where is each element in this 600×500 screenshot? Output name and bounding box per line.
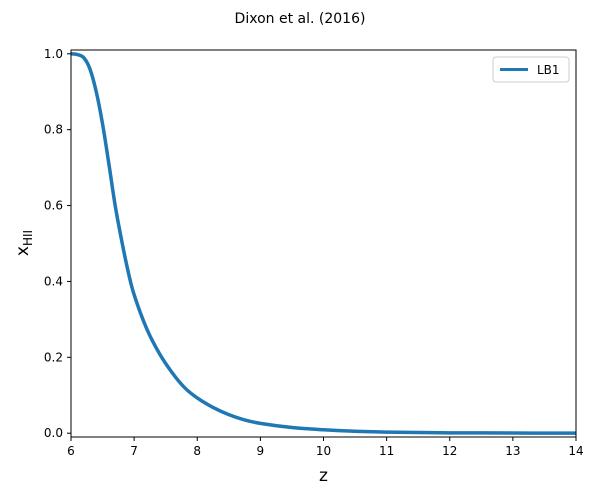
series-line-lb1 [71, 52, 576, 435]
y-axis-label-main: x [13, 246, 33, 256]
x-tick-label: 8 [193, 444, 201, 458]
y-axis-label-sub: HII [21, 230, 35, 246]
y-axis-label: xHII [13, 230, 35, 256]
x-tick-label: 9 [257, 444, 265, 458]
legend: LB1 [492, 56, 570, 83]
x-tick-label: 10 [316, 444, 331, 458]
plot-area [71, 52, 576, 435]
y-axis: 0.0 0.2 0.4 0.6 0.8 1.0 [44, 47, 71, 440]
x-tick-label: 7 [130, 444, 138, 458]
x-axis-label: z [319, 466, 328, 486]
plot-frame [70, 49, 577, 438]
legend-box [492, 56, 570, 83]
y-tick-label: 1.0 [44, 47, 63, 61]
legend-label: LB1 [537, 63, 560, 77]
x-tick-label: 14 [568, 444, 583, 458]
x-axis: 6 7 8 9 10 11 12 13 14 [67, 437, 584, 458]
x-tick-label: 13 [505, 444, 520, 458]
y-tick-label: 0.2 [44, 350, 63, 364]
y-tick-label: 0.8 [44, 123, 63, 137]
x-tick-label: 11 [379, 444, 394, 458]
y-tick-label: 0.4 [44, 274, 63, 288]
chart-title: Dixon et al. (2016) [235, 11, 366, 27]
x-tick-label: 12 [442, 444, 457, 458]
y-tick-label: 0.6 [44, 199, 63, 213]
x-tick-label: 6 [67, 444, 75, 458]
y-tick-label: 0.0 [44, 426, 63, 440]
